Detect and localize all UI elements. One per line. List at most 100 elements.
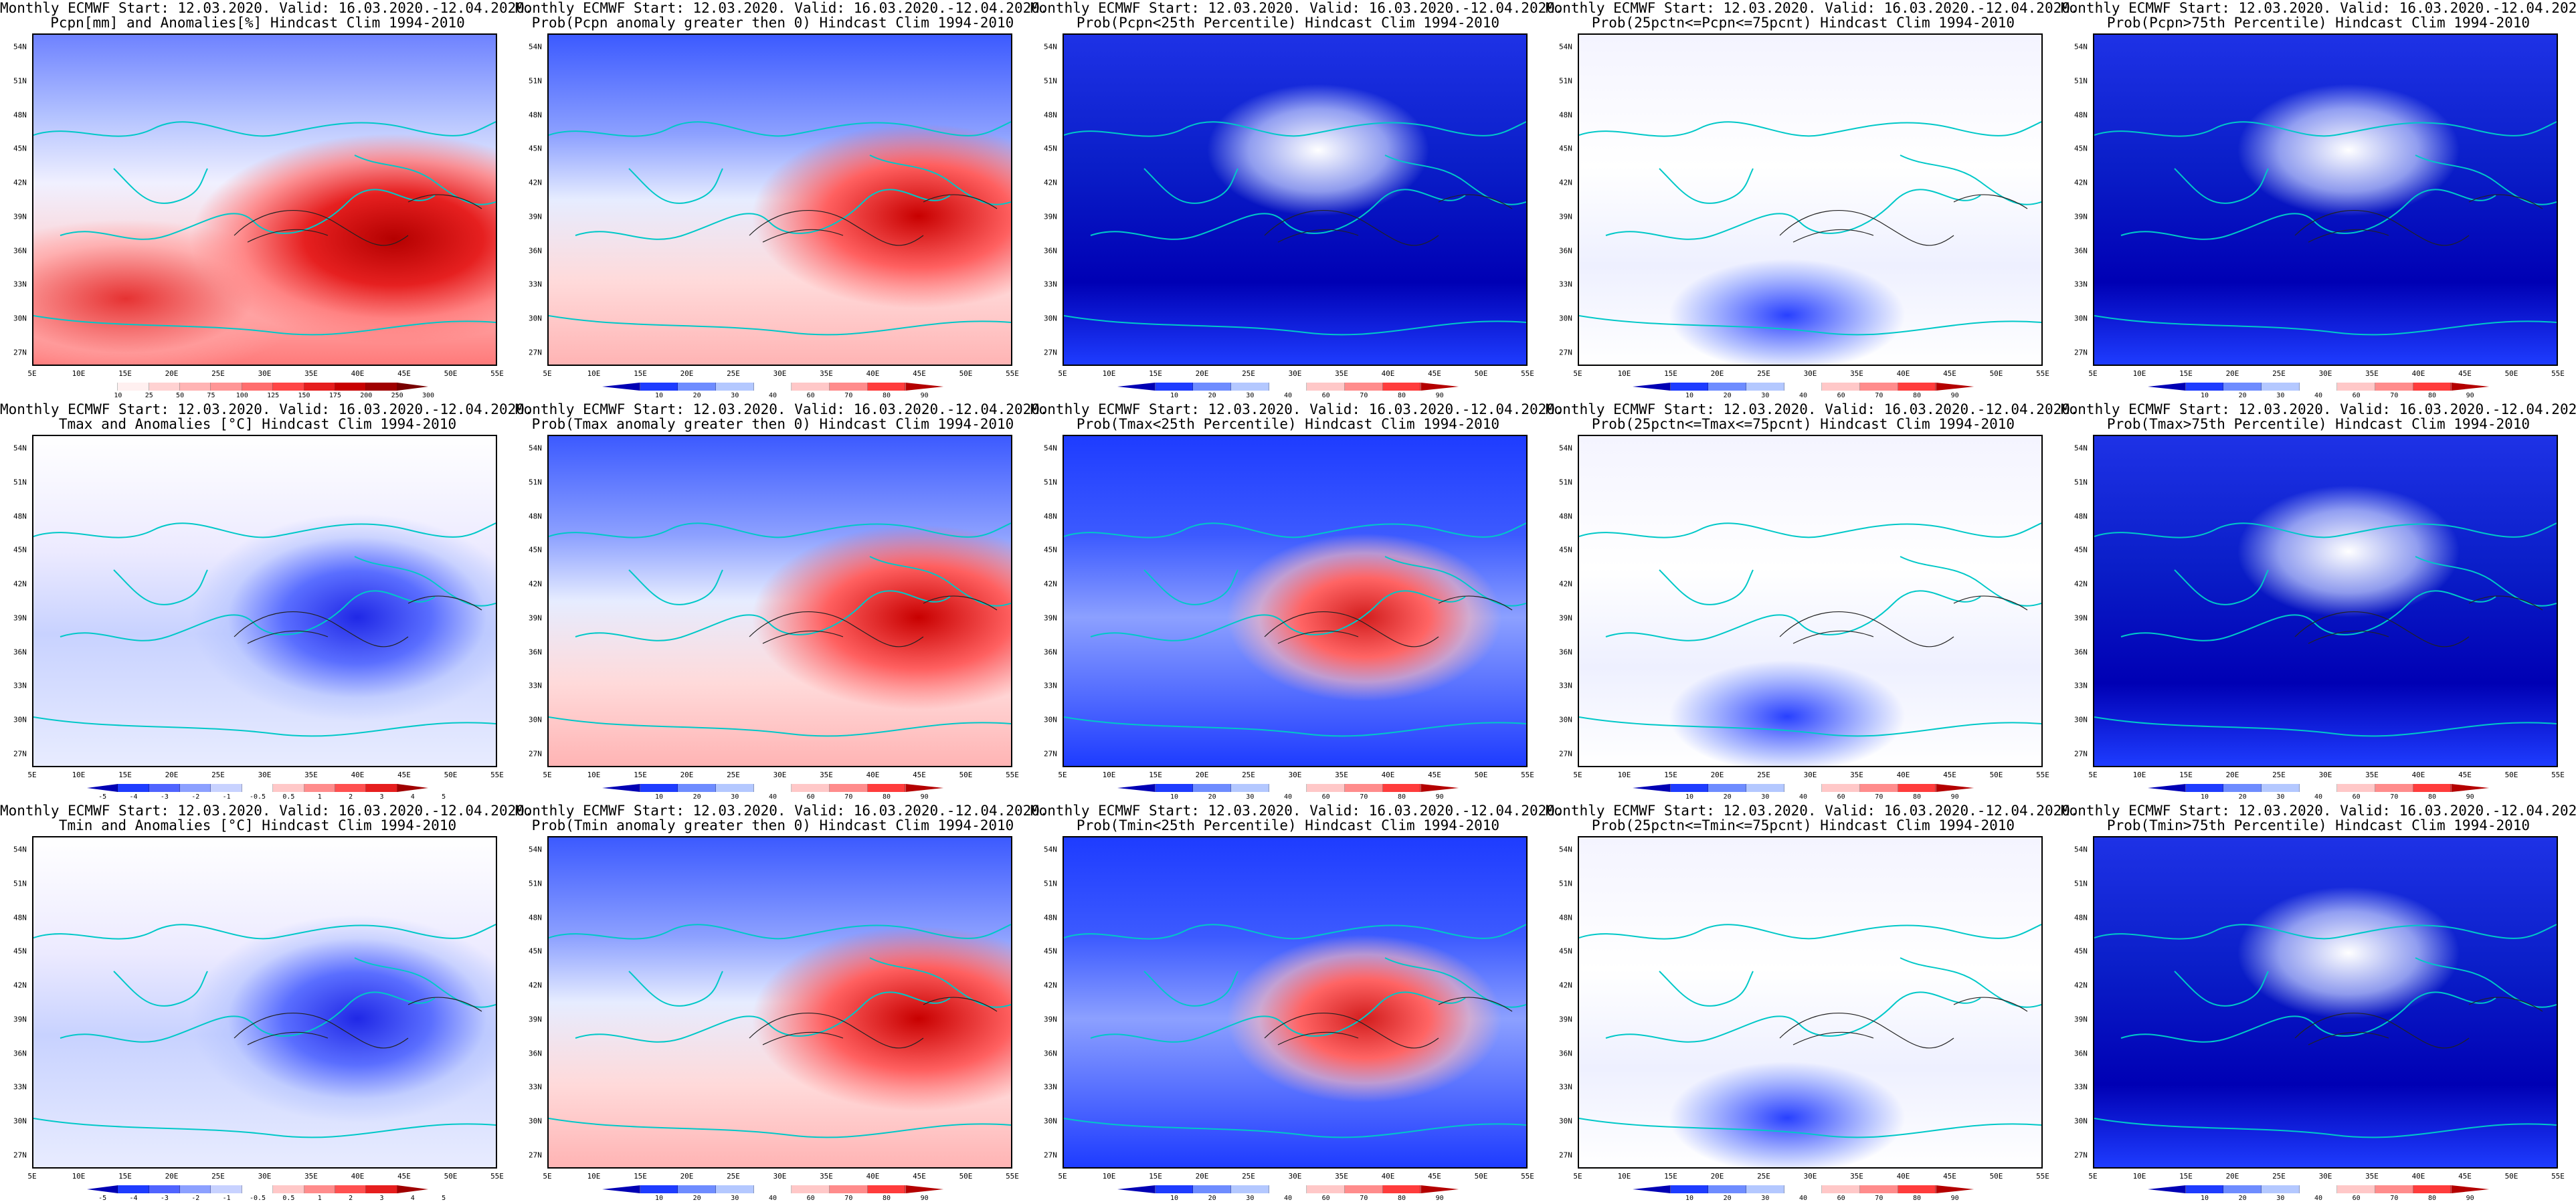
colorbar-swatch [1746, 784, 1784, 792]
colorbar-tick-label: 4 [410, 1195, 415, 1202]
colorbar-swatch [1746, 383, 1784, 391]
colorbar-tick-label: 90 [2466, 392, 2474, 399]
longitude-tick-label: 55E [2036, 1172, 2049, 1181]
longitude-tick-label: 45E [1428, 1172, 1441, 1181]
coastline-overlay [549, 924, 1011, 1138]
orography-contour [2308, 630, 2389, 644]
longitude-tick-label: 10E [587, 369, 601, 378]
longitude-tick-label: 5E [1573, 1172, 1582, 1181]
longitude-tick-label: 35E [1335, 771, 1348, 779]
colorbar-swatch [1936, 383, 1974, 391]
map-frame [32, 836, 497, 1169]
longitude-tick-label: 30E [258, 1172, 272, 1181]
latitude-tick-label: 33N [529, 681, 542, 690]
longitude-tick-label: 15E [118, 1172, 132, 1181]
colorbar-tick-label: 30 [2276, 793, 2285, 801]
colorbar-swatch [1307, 1185, 1346, 1193]
colorbar-tick-label: 3 [379, 1195, 384, 1202]
coastline-overlay [1064, 924, 1526, 1138]
latitude-tick-label: 30N [1044, 715, 1057, 724]
colorbar-tick-label: 10 [114, 392, 122, 399]
colorbar-swatch [602, 784, 640, 792]
latitude-tick-label: 45N [1044, 144, 1057, 153]
longitude-tick-label: 15E [2179, 771, 2193, 779]
colorbar-tick-label: 90 [920, 793, 929, 801]
coastline [60, 590, 436, 641]
colorbar-swatch [830, 1185, 868, 1193]
latitude-tick-label: 33N [529, 280, 542, 289]
latitude-tick-label: 33N [1044, 280, 1057, 289]
colorbar-swatch [304, 784, 335, 792]
colorbar-tick-label: 30 [1246, 1195, 1255, 1202]
colorbar-tick-label: -2 [191, 793, 200, 801]
longitude-tick-label: 40E [1896, 771, 1910, 779]
latitude-tick-label: 48N [2074, 913, 2088, 922]
colorbar-swatch [2299, 383, 2338, 391]
map-field [33, 436, 496, 766]
map-frame [1578, 836, 2043, 1169]
latitude-tick-label: 42N [529, 981, 542, 990]
longitude-tick-label: 30E [1288, 771, 1302, 779]
colorbar-tick-label: -0.5 [249, 1195, 266, 1202]
coastline [1064, 924, 1526, 940]
orography-contour [1438, 595, 1513, 611]
longitude-tick-label: 30E [2318, 1172, 2332, 1181]
coastline [549, 522, 1011, 538]
longitude-tick-label: 25E [727, 1172, 740, 1181]
colorbar-tick-label: 5 [442, 793, 446, 801]
colorbar-swatch [867, 784, 906, 792]
orography-contour [247, 1031, 329, 1045]
orography-contour [1953, 194, 2028, 209]
colorbar [2148, 383, 2490, 391]
longitude-tick-label: 25E [727, 771, 740, 779]
latitude-tick-label: 27N [1044, 749, 1057, 759]
latitude-tick-label: 30N [13, 314, 27, 323]
longitude-tick-label: 25E [211, 369, 225, 378]
longitude-tick-label: 35E [1850, 369, 1863, 378]
colorbar-swatch [2148, 383, 2186, 391]
longitude-tick-label: 45E [2458, 771, 2472, 779]
latitude-tick-label: 36N [2074, 647, 2088, 657]
longitude-tick-label: 10E [1102, 369, 1116, 378]
colorbar-tick-label: 90 [1950, 793, 1959, 801]
colorbar-tick-label: 30 [2276, 392, 2285, 399]
colorbar-tick-label: 80 [1912, 392, 1922, 399]
latitude-tick-label: 33N [529, 1082, 542, 1092]
coastline [549, 315, 1011, 336]
colorbar-swatch [242, 784, 274, 792]
colorbar-tick-label: 90 [2466, 1195, 2474, 1202]
map-field [1579, 35, 2041, 365]
colorbar-swatch [640, 383, 678, 391]
colorbar-swatch [1193, 1185, 1232, 1193]
colorbar-swatch [2148, 784, 2186, 792]
coastline [549, 924, 1011, 940]
coastline [628, 971, 723, 1007]
longitude-tick-label: 35E [304, 369, 318, 378]
colorbar-swatch [830, 784, 868, 792]
map-frame [547, 33, 1012, 366]
latitude-tick-label: 36N [13, 1049, 27, 1058]
colorbar [87, 1185, 428, 1193]
longitude-tick-label: 50E [2504, 369, 2518, 378]
longitude-tick-label: 15E [634, 1172, 647, 1181]
colorbar-tick-label: 30 [731, 392, 739, 399]
colorbar-swatch [87, 383, 118, 391]
map-field [33, 837, 496, 1167]
colorbar-tick-label: 90 [1950, 1195, 1959, 1202]
coastline [1579, 315, 2041, 336]
longitude-tick-label: 10E [2132, 1172, 2146, 1181]
coastline [2120, 590, 2496, 641]
panel-title-line1: Monthly ECMWF Start: 12.03.2020. Valid: … [1030, 803, 1564, 819]
colorbar-swatch [366, 383, 397, 391]
latitude-tick-label: 54N [529, 845, 542, 854]
colorbar-tick-label: 10 [1685, 392, 1694, 399]
latitude-tick-label: 51N [529, 478, 542, 487]
orography-contour [762, 630, 844, 644]
longitude-tick-label: 55E [490, 771, 504, 779]
colorbar-swatch [1822, 1185, 1861, 1193]
orography-contour [1438, 194, 1513, 209]
colorbar-swatch [792, 1185, 830, 1193]
colorbar-swatch [678, 784, 717, 792]
colorbar-swatch [1708, 1185, 1747, 1193]
longitude-tick-label: 55E [2036, 369, 2049, 378]
